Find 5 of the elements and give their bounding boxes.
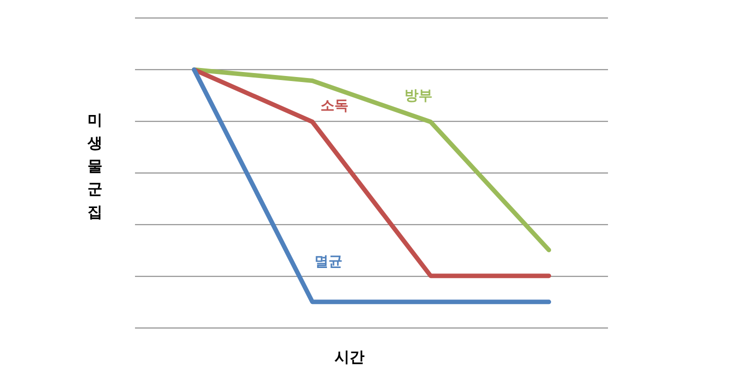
series-label: 소독: [320, 98, 348, 114]
series-label: 멸균: [314, 254, 342, 270]
y-axis-title: 미생물군집: [86, 111, 102, 221]
x-axis-title: 시간: [334, 348, 364, 366]
series-label: 방부: [404, 88, 433, 104]
